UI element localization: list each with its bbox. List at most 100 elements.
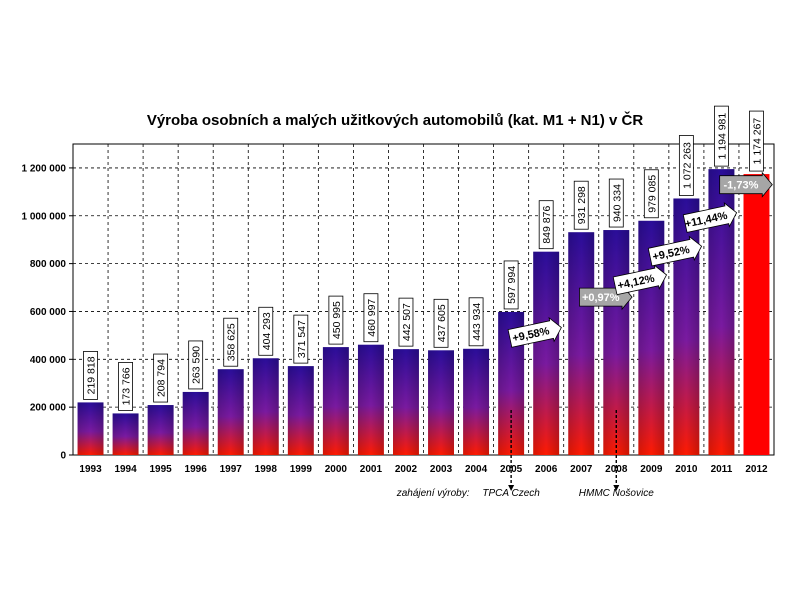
value-label-text: 979 085 <box>646 175 658 213</box>
value-label-box <box>468 297 484 347</box>
x-tick-label: 2007 <box>570 464 593 475</box>
x-tick-label: 2003 <box>430 464 453 475</box>
value-label-text: 931 298 <box>576 186 588 224</box>
bar-shade-1997 <box>217 369 244 455</box>
value-label-box <box>714 105 729 167</box>
value-label-box <box>538 200 554 250</box>
bar-shade-2004 <box>463 348 490 455</box>
value-label-2003: 437 605 <box>433 298 449 348</box>
bar-shade-2003 <box>428 350 454 455</box>
x-tick-label: 2009 <box>640 464 663 475</box>
value-label-text: 849 876 <box>541 206 553 244</box>
bar-shade-1996 <box>182 391 209 455</box>
growth-arrow: -1,73% <box>719 171 773 198</box>
growth-arrow-shape <box>719 171 773 198</box>
bar-shade-1998 <box>252 358 279 455</box>
value-label-box <box>118 362 133 411</box>
y-tick-label: 600 000 <box>30 307 67 318</box>
x-tick-label: 2006 <box>535 464 558 475</box>
x-tick-label: 1994 <box>114 464 137 475</box>
value-label-2007: 931 298 <box>573 180 589 230</box>
bar-shade-2010 <box>673 198 700 456</box>
bar-shade-1994 <box>112 413 139 455</box>
event-label: HMMC Nošovice <box>579 488 654 499</box>
value-label-text: 1 194 981 <box>716 113 728 160</box>
value-label-text: 940 334 <box>611 184 623 222</box>
value-label-2004: 443 934 <box>468 297 484 347</box>
growth-label: -1,73% <box>724 180 759 192</box>
value-label-2005: 597 994 <box>503 260 519 310</box>
value-label-text: 371 547 <box>296 320 308 358</box>
value-label-box <box>83 351 98 400</box>
value-label-text: 450 995 <box>331 301 343 339</box>
x-tick-label: 2010 <box>675 464 698 475</box>
x-tick-label: 1993 <box>79 464 102 475</box>
x-tick-label: 2001 <box>360 464 383 475</box>
value-label-2011: 1 194 981 <box>714 105 729 167</box>
growth-arrow-shape <box>682 202 738 233</box>
x-tick-label: 2004 <box>465 464 488 475</box>
bar-shade-2002 <box>393 349 419 455</box>
chart-title: Výroba osobních a malých užitkových auto… <box>147 111 644 129</box>
x-tick-label: 1998 <box>255 464 278 475</box>
value-label-box <box>188 340 204 390</box>
value-label-text: 1 174 267 <box>751 118 763 165</box>
value-label-text: 219 818 <box>86 356 98 394</box>
value-label-text: 442 507 <box>401 303 413 341</box>
y-tick-label: 1 000 000 <box>22 211 67 222</box>
growth-arrow: +11,44% <box>682 202 738 233</box>
x-tick-label: 2008 <box>605 464 628 475</box>
value-label-text: 358 625 <box>226 323 238 361</box>
bar-shade-1993 <box>77 402 104 455</box>
event-marker-arrow <box>613 485 620 491</box>
value-label-2002: 442 507 <box>398 297 414 347</box>
x-tick-label: 2012 <box>745 464 768 475</box>
x-tick-label: 2011 <box>711 464 733 475</box>
bar-shade-2001 <box>357 344 384 455</box>
value-label-box <box>573 180 589 230</box>
value-label-1993: 219 818 <box>83 351 98 400</box>
event-marker-arrow <box>508 485 515 491</box>
growth-label: +0,97% <box>582 292 620 304</box>
x-tick-label: 2000 <box>325 464 348 475</box>
value-label-text: 597 994 <box>506 266 518 304</box>
value-label-1995: 208 794 <box>153 353 169 403</box>
x-tick-label: 1999 <box>290 464 313 475</box>
value-label-2006: 849 876 <box>538 200 554 250</box>
value-label-box <box>153 353 169 403</box>
value-label-box <box>328 295 344 345</box>
value-label-text: 443 934 <box>471 303 483 341</box>
plot-area: 0 200 000 400 000 600 000 800 000 1 000 000 1 … <box>22 105 775 499</box>
value-label-2010: 1 072 263 <box>678 135 694 196</box>
value-label-text: 437 605 <box>436 304 448 342</box>
value-label-box <box>749 110 764 172</box>
value-label-2012: 1 174 267 <box>749 110 764 172</box>
bar-shade-1995 <box>147 405 174 455</box>
x-tick-label: 1996 <box>185 464 208 475</box>
value-label-box <box>223 317 239 367</box>
x-tick-label: 2002 <box>395 464 418 475</box>
value-label-box <box>643 169 659 219</box>
bar-2012 <box>743 174 770 455</box>
value-label-box <box>678 135 694 196</box>
value-label-text: 404 293 <box>261 312 273 350</box>
value-label-1998: 404 293 <box>258 306 274 356</box>
growth-arrow: +9,52% <box>647 235 703 267</box>
value-label-text: 1 072 263 <box>681 142 693 189</box>
value-label-1997: 358 625 <box>223 317 239 367</box>
growth-arrow: +4,12% <box>612 264 668 296</box>
event-label: TPCA Czech <box>482 488 540 499</box>
value-label-box <box>433 298 449 348</box>
x-tick-label: 1995 <box>150 464 173 475</box>
growth-arrow-shape <box>507 316 562 348</box>
growth-arrow-shape <box>612 264 668 296</box>
y-tick-label: 800 000 <box>30 259 67 270</box>
value-label-box <box>398 297 414 347</box>
growth-arrow-shape <box>647 235 703 267</box>
y-tick-label: 400 000 <box>30 355 67 366</box>
bar-shade-2007 <box>568 232 595 455</box>
bar-shade-1999 <box>287 366 314 455</box>
bar-shade-2006 <box>533 251 560 455</box>
value-label-box <box>258 306 274 356</box>
